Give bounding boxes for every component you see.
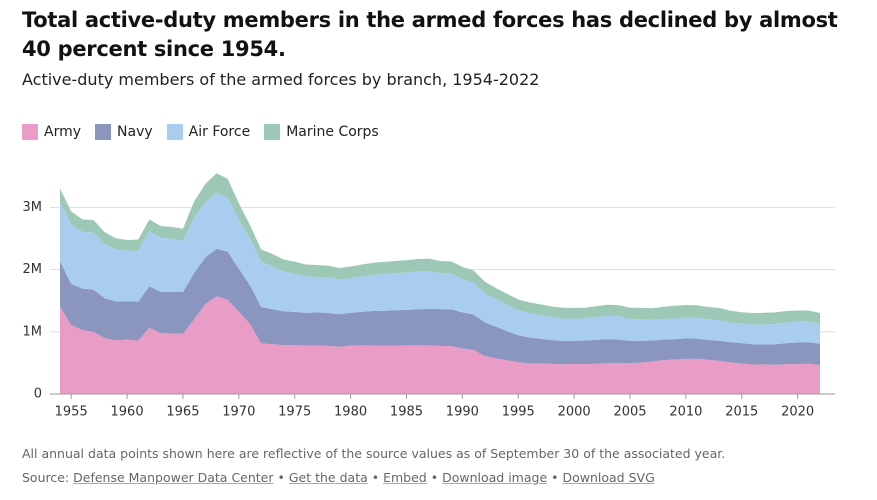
area (60, 192, 820, 345)
legend-item: Army (22, 124, 81, 140)
x-tick-label: 2010 (669, 405, 702, 420)
source-link[interactable]: Defense Manpower Data Center (73, 470, 274, 485)
x-tick-label: 2000 (558, 405, 591, 420)
separator: • (371, 470, 380, 485)
x-tick-label: 1980 (334, 405, 367, 420)
legend-swatch (166, 124, 183, 140)
legend-item: Marine Corps (264, 124, 379, 140)
x-tick-label: 2015 (725, 405, 758, 420)
area (60, 296, 820, 394)
legend: Army Navy Air Force Marine Corps (22, 124, 379, 140)
chart-title: Total active-duty members in the armed f… (22, 8, 838, 61)
y-tick-label: 2M (23, 262, 43, 277)
source-link[interactable]: Download image (442, 470, 548, 485)
chart: 0 1M 2M 3M 1955 1960 1965 1970 1975 1980 1985 1990 1… (23, 173, 835, 420)
x-tick-label: 1970 (222, 405, 255, 420)
x-tick-label: 1975 (278, 405, 311, 420)
source-label: Source: (22, 470, 70, 485)
legend-item: Air Force (166, 124, 251, 140)
legend-swatch (95, 124, 112, 140)
x-tick-label: 1960 (111, 405, 144, 420)
source: Source: Defense Manpower Data Center • G… (22, 470, 655, 485)
legend-label: Navy (117, 124, 153, 140)
area (60, 248, 820, 366)
legend-swatch (22, 124, 38, 140)
source-link[interactable]: Get the data (288, 470, 368, 485)
x-tick-label: 2005 (613, 405, 646, 420)
legend-label: Air Force (188, 124, 251, 140)
x-tick-label: 1985 (390, 405, 423, 420)
x-tick-label: 2020 (781, 405, 814, 420)
y-tick-label: 0 (34, 387, 42, 402)
y-tick-label: 3M (23, 200, 43, 215)
source-link[interactable]: Embed (383, 470, 427, 485)
separator: • (551, 470, 559, 485)
y-tick-label: 1M (23, 324, 43, 339)
x-tick-label: 1955 (55, 405, 88, 420)
separator: • (430, 470, 439, 485)
chart-subtitle: Active-duty members of the armed forces … (22, 70, 540, 89)
source-link[interactable]: Download SVG (562, 470, 655, 485)
x-tick-label: 1990 (446, 405, 479, 420)
legend-item: Navy (95, 124, 153, 140)
note: All annual data points shown here are re… (22, 446, 726, 461)
x-tick-label: 1965 (166, 405, 199, 420)
legend-label: Marine Corps (286, 124, 379, 140)
separator: • (277, 470, 285, 485)
x-tick-label: 1995 (502, 405, 535, 420)
legend-label: Army (44, 124, 82, 140)
legend-swatch (264, 124, 281, 140)
